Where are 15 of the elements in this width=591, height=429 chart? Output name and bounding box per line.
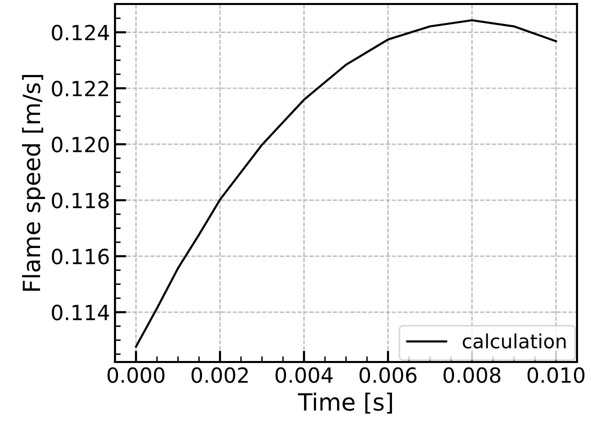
y-tick-label: 0.118 <box>52 192 109 208</box>
x-tick-label: 0.000 <box>108 367 164 383</box>
x-tick-label: 0.006 <box>360 367 417 383</box>
x-tick-label: 0.004 <box>276 367 333 383</box>
y-tick-label: 0.122 <box>52 80 108 96</box>
x-tick-label: 0.002 <box>192 367 248 383</box>
y-tick-label: 0.120 <box>52 136 109 152</box>
x-tick-label: 0.010 <box>528 367 584 383</box>
y-tick-label: 0.116 <box>52 248 109 264</box>
y-axis-title: Flame speed [m/s] <box>22 74 45 291</box>
y-tick-label: 0.124 <box>52 24 109 40</box>
x-axis-title: Time [s] <box>298 392 392 414</box>
x-tick-label: 0.008 <box>444 367 500 383</box>
legend-label: calculation <box>462 333 566 349</box>
y-tick-label: 0.114 <box>52 304 109 320</box>
